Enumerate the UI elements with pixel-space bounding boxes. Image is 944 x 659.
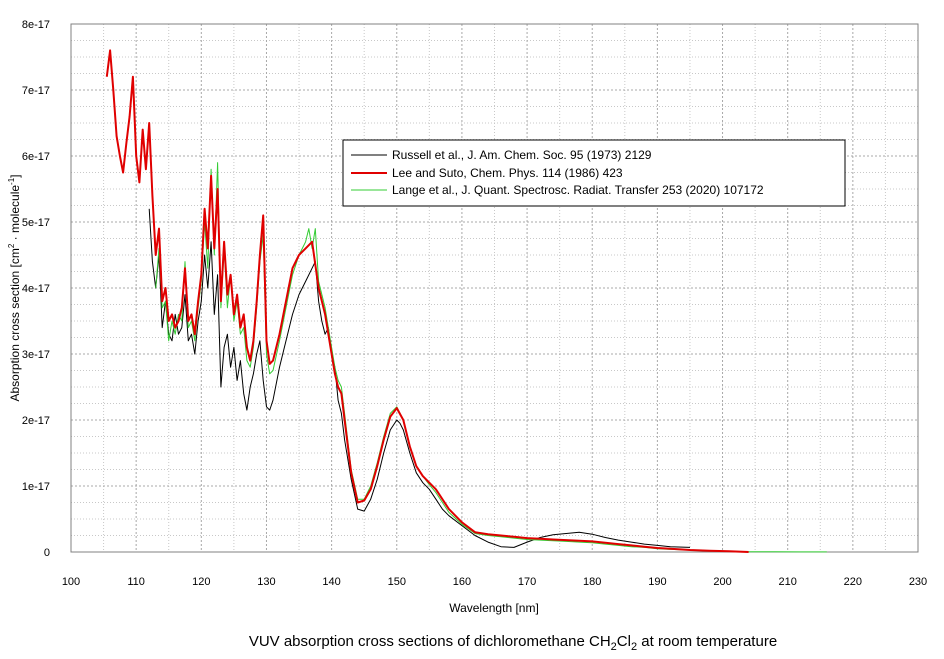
y-axis-label-main: Absorption cross section [cm [8,248,22,401]
legend: Russell et al., J. Am. Chem. Soc. 95 (19… [342,139,846,207]
y-axis-label-end: ] [8,174,22,177]
x-tick-label: 190 [648,576,666,588]
caption-suffix: at room temperature [637,633,777,650]
series-line-lange [155,162,827,553]
legend-box [342,139,846,207]
y-tick-label: 7e-17 [22,85,50,97]
y-tick-label: 1e-17 [22,481,50,493]
caption-prefix: VUV absorption cross sections of dichlor… [249,633,611,650]
x-tick-label: 120 [192,576,210,588]
x-tick-label: 150 [388,576,406,588]
x-tick-label: 170 [518,576,536,588]
x-tick-label: 210 [779,576,797,588]
caption-sub2: 2 [631,641,637,653]
caption-sub1: 2 [611,641,617,653]
y-tick-label: 5e-17 [22,217,50,229]
legend-label-lee-suto: Lee and Suto, Chem. Phys. 114 (1986) 423 [392,166,623,180]
x-axis-label: Wavelength [nm] [449,601,539,615]
y-axis-label: Absorption cross section [cm2 · molecule… [7,174,22,401]
series-line-lee-suto [105,49,749,553]
x-tick-labels: 100 110 120 130 140 150 160 170 180 190 200 210 220 2… [62,576,927,588]
caption-mid: Cl [617,633,631,650]
x-tick-label: 180 [583,576,601,588]
y-tick-label: 2e-17 [22,415,50,427]
y-axis-label-mid: · molecule [8,185,22,244]
y-tick-labels: 0 1e-17 2e-17 3e-17 4e-17 5e-17 6e-17 7e-17 8e-1… [22,19,50,559]
x-tick-label: 220 [844,576,862,588]
y-axis-label-sup2: -1 [7,177,16,185]
x-tick-label: 200 [713,576,731,588]
x-tick-label: 230 [909,576,927,588]
legend-label-russell: Russell et al., J. Am. Chem. Soc. 95 (19… [392,148,652,162]
x-tick-label: 100 [62,576,80,588]
series-layer [105,49,827,553]
chart-caption: VUV absorption cross sections of dichlor… [249,633,777,653]
y-axis-label-sup1: 2 [7,243,16,248]
x-tick-label: 140 [322,576,340,588]
plot-frame [70,23,919,553]
legend-label-lange: Lange et al., J. Quant. Spectrosc. Radia… [392,183,764,197]
y-tick-label: 8e-17 [22,19,50,31]
x-tick-label: 160 [453,576,471,588]
y-tick-label: 4e-17 [22,283,50,295]
series-line-russell [148,208,691,548]
y-tick-label: 3e-17 [22,349,50,361]
x-tick-label: 130 [257,576,275,588]
y-tick-label: 0 [44,547,50,559]
y-tick-label: 6e-17 [22,151,50,163]
x-tick-label: 110 [127,576,145,588]
